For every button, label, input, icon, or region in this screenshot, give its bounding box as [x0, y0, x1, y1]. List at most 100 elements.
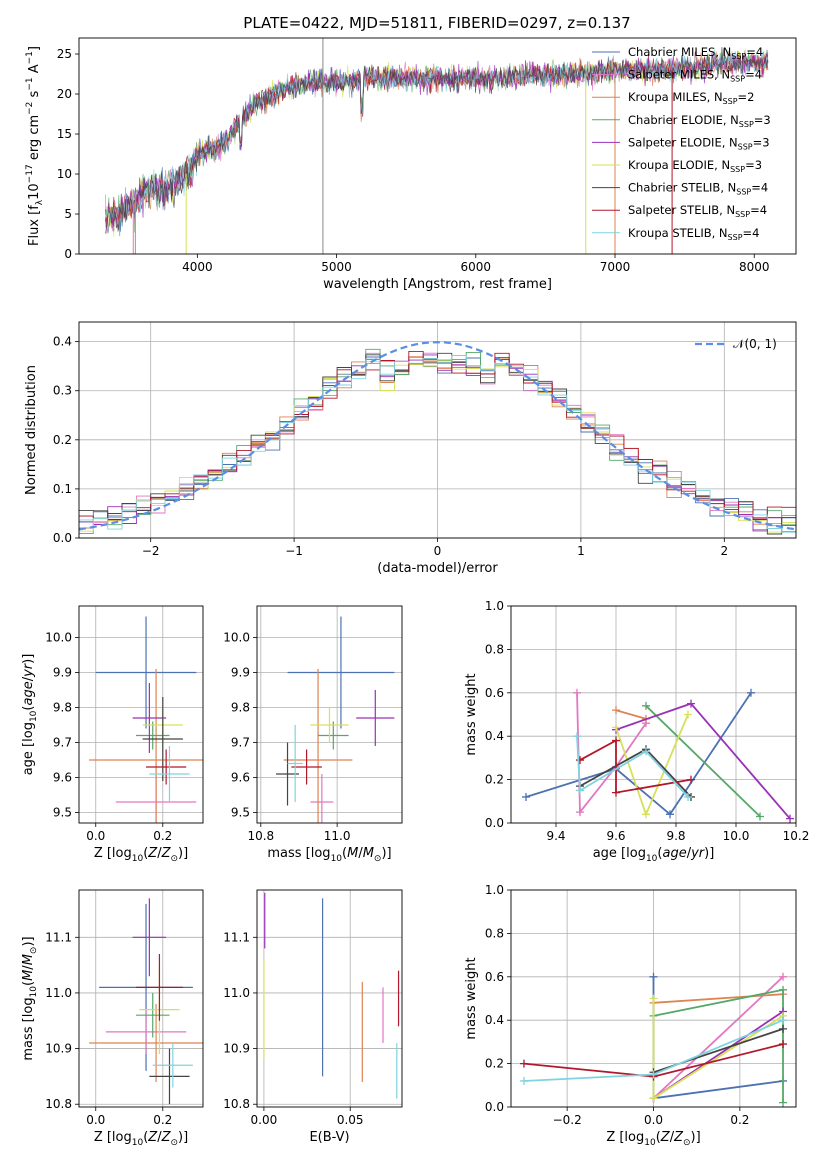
label-part: age [log — [593, 846, 646, 861]
label-part: A — [27, 64, 42, 77]
legend-label-text: Salpeter ELODIE, N — [628, 135, 738, 149]
y-tick-label: 9.6 — [53, 771, 72, 785]
spectrum-frame — [78, 37, 797, 255]
label-part: age [log — [21, 722, 36, 775]
mass-weight-line — [579, 738, 692, 794]
label-part: 10 — [331, 854, 343, 864]
age_vs_Z-frame — [78, 605, 204, 824]
mass-weight-marker — [519, 1059, 528, 1068]
y-tick-label: 11.1 — [223, 930, 250, 944]
label-part: Z [log — [606, 1130, 644, 1145]
y-tick-label: 10.9 — [45, 1042, 72, 1056]
mass-weight-marker — [573, 688, 581, 697]
mass-weight-marker — [522, 792, 530, 801]
mass-weight-marker — [786, 814, 794, 823]
mass-weight-marker — [684, 710, 692, 719]
x-tick-label: 4000 — [182, 260, 213, 274]
label-part: ( — [656, 1130, 661, 1145]
mw_vs_age-panel: 9.4 9.6 9.8 10.0 10.2 0.0 0.2 0.4 0.6 0.8 1.0 age [… — [464, 599, 809, 864]
y-tick-label: 9.5 — [231, 806, 250, 820]
y-tick-label: 0.3 — [53, 384, 72, 398]
legend-label-suffix: =3 — [754, 113, 771, 127]
y-tick-label: 0.6 — [485, 970, 504, 984]
residuals-plot-area — [79, 341, 796, 535]
x-tick-label: 0.2 — [153, 1113, 172, 1127]
x-tick-label: 10.8 — [247, 829, 274, 843]
label-part: 10 — [29, 710, 39, 722]
legend-label-text: Kroupa STELIB, N — [628, 226, 728, 240]
y-tick-label: 0.1 — [53, 482, 72, 496]
x-axis-label: (data-model)/error — [377, 561, 498, 576]
mass-weight-marker — [573, 732, 581, 741]
label-part: / — [21, 965, 36, 970]
y-tick-label: 10.0 — [223, 631, 250, 645]
y-axis-label: mass [log10(M/M⊙)] — [21, 936, 39, 1060]
y-tick-label: 0.2 — [53, 433, 72, 447]
y-tick-label: 1.0 — [485, 883, 504, 897]
legend-label-text: Salpeter MILES, N — [628, 68, 730, 82]
label-part: mass [log — [21, 997, 36, 1060]
y-tick-label: 25 — [57, 47, 72, 61]
x-tick-label: 7000 — [600, 260, 631, 274]
x-tick-label: 0.00 — [251, 1113, 278, 1127]
legend-label-sub: SSP — [738, 142, 753, 151]
y-tick-label: 0.8 — [485, 926, 504, 940]
y-tick-label: 10.8 — [45, 1097, 72, 1111]
label-part: / — [687, 846, 692, 861]
label-part: ⊙ — [683, 1138, 691, 1148]
legend-label: Kroupa STELIB, NSSP=4 — [628, 226, 759, 242]
mass-weight-marker — [756, 812, 764, 821]
y-tick-label: 9.5 — [53, 806, 72, 820]
label-part: Z [log — [94, 1130, 132, 1145]
x-tick-label: −1 — [285, 544, 303, 558]
y-tick-label: 11.0 — [45, 986, 72, 1000]
mass-weight-marker — [612, 706, 620, 715]
label-part: ( — [143, 1130, 148, 1145]
legend-label-sub: SSP — [723, 97, 738, 106]
legend-label-text: Kroupa MILES, N — [628, 90, 723, 104]
legend-label-suffix: =2 — [738, 90, 755, 104]
x-axis-label: Z [log10(Z/Z⊙)] — [94, 846, 188, 864]
y-tick-label: 0.8 — [485, 642, 504, 656]
label-part: −1 — [25, 51, 35, 64]
residual-histogram — [79, 360, 796, 533]
y-tick-label: 15 — [57, 127, 72, 141]
y-tick-label: 0.4 — [485, 1013, 504, 1027]
mass-weight-marker — [779, 1040, 788, 1049]
x-tick-label: 1 — [577, 544, 585, 558]
x-tick-label: 9.8 — [666, 829, 685, 843]
mass-weight-marker — [576, 786, 584, 795]
label-part: Z — [147, 1130, 158, 1145]
x-tick-label: −2 — [142, 544, 160, 558]
x-tick-label: −0.2 — [553, 1113, 582, 1127]
legend-label-suffix: =4 — [751, 181, 768, 195]
label-part: ] — [27, 46, 42, 51]
label-part: age — [662, 846, 686, 861]
legend-label-text: Chabrier ELODIE, N — [628, 113, 739, 127]
x-tick-label: 0.2 — [730, 1113, 749, 1127]
x-axis-label: age [log10(age/yr)] — [593, 846, 715, 864]
mass-weight-marker — [666, 810, 674, 819]
y-tick-label: 10 — [57, 167, 72, 181]
y-tick-label: 9.9 — [53, 666, 72, 680]
y-tick-label: 9.7 — [53, 736, 72, 750]
x-axis-label: wavelength [Angstrom, rest frame] — [323, 277, 552, 292]
legend-label-suffix: =4 — [746, 45, 763, 59]
x-tick-label: 5000 — [321, 260, 352, 274]
x-tick-label: 9.4 — [546, 829, 565, 843]
x-tick-label: 0 — [434, 544, 442, 558]
mass-weight-marker — [642, 701, 650, 710]
legend-label-suffix: =3 — [745, 158, 762, 172]
y-axis-label: Normed distribution — [24, 365, 39, 495]
legend-label-suffix: =4 — [745, 68, 762, 82]
label-part: age — [21, 681, 36, 705]
mass-weight-line — [615, 709, 647, 720]
mass-weight-marker — [649, 994, 658, 1003]
x-tick-label: 0.2 — [153, 829, 172, 843]
mass-weight-line — [576, 692, 647, 815]
legend-label: 𝒩(0, 1) — [733, 337, 777, 351]
legend-label-suffix: =3 — [753, 135, 770, 149]
mass-weight-marker — [612, 788, 620, 797]
